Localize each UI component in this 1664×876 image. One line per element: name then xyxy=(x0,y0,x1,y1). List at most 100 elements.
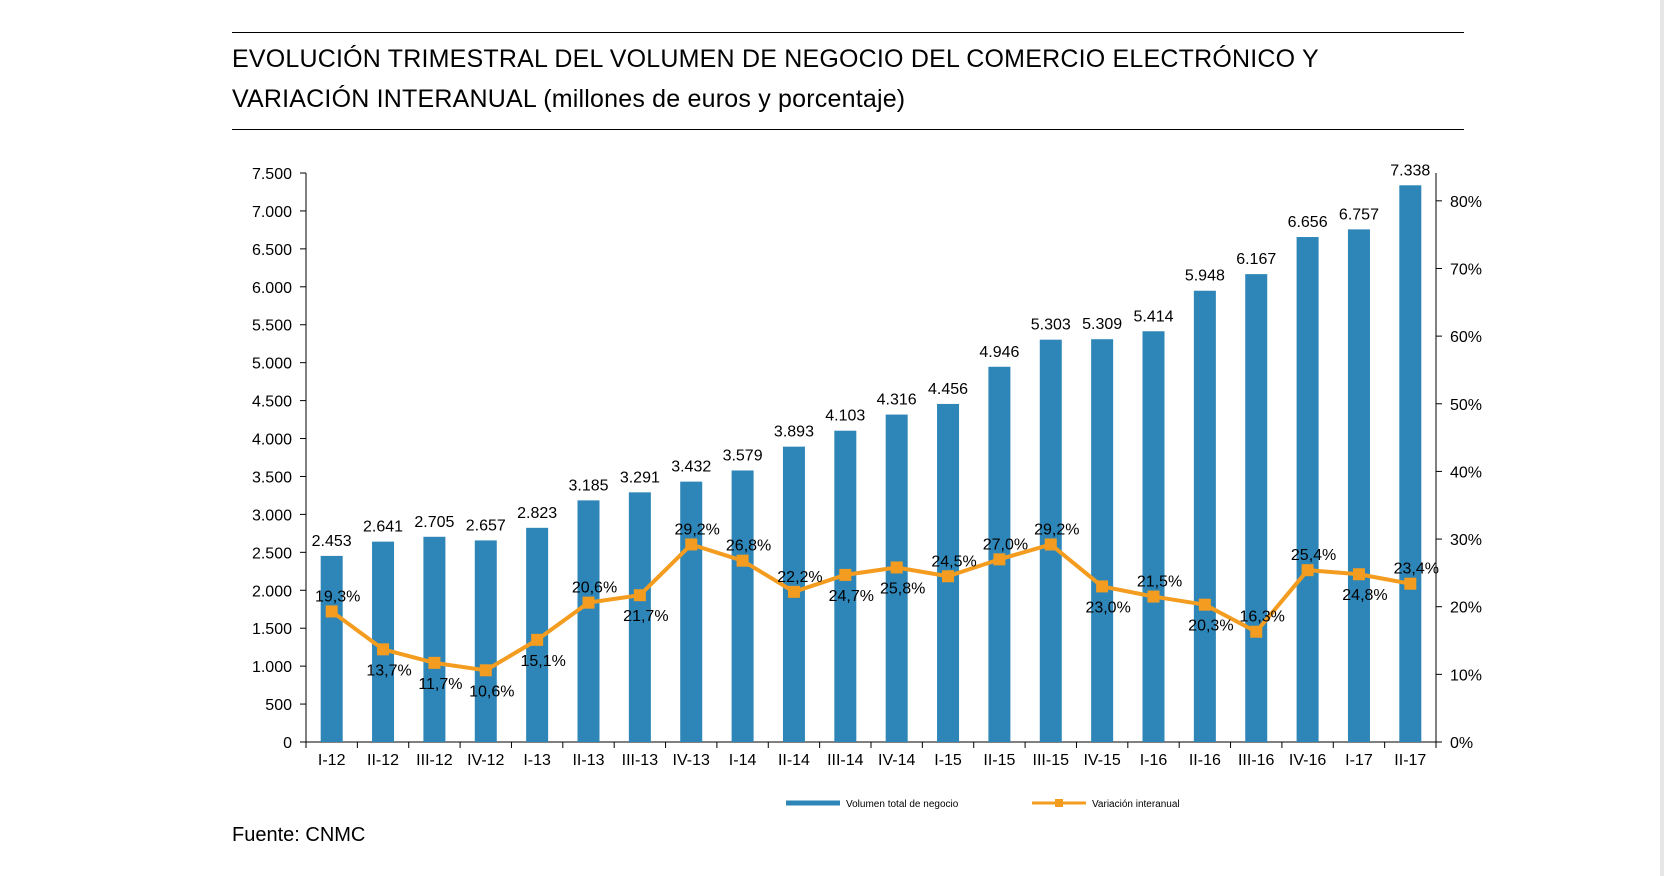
y-left-tick-label: 7.500 xyxy=(252,166,292,183)
bar-value-label: 3.291 xyxy=(620,469,660,486)
bar-value-label: 3.185 xyxy=(568,477,608,494)
y-left-tick-label: 3.500 xyxy=(252,469,292,486)
y-right-tick-label: 60% xyxy=(1450,329,1482,346)
title-main: VARIACIÓN INTERANUAL xyxy=(232,85,537,113)
x-tick-label: III-15 xyxy=(1033,752,1070,769)
line-marker xyxy=(942,570,955,583)
line-value-label: 19,3% xyxy=(315,588,360,605)
y-left-tick-label: 5.500 xyxy=(252,318,292,335)
legend-marker-variacion xyxy=(1055,799,1063,807)
line-series-variation xyxy=(330,542,1411,673)
y-right-tick-label: 0% xyxy=(1450,735,1473,752)
bar-value-label: 6.656 xyxy=(1288,214,1328,231)
y-right-tick-label: 20% xyxy=(1450,600,1482,617)
x-tick-label: I-16 xyxy=(1140,752,1168,769)
line-marker xyxy=(736,554,749,567)
line-marker xyxy=(428,656,441,669)
x-tick-label: IV-13 xyxy=(673,752,710,769)
bar xyxy=(1245,274,1268,742)
x-tick-label: III-13 xyxy=(622,752,659,769)
line-marker xyxy=(325,605,338,618)
x-tick-label: III-14 xyxy=(827,752,864,769)
x-tick-label: II-13 xyxy=(572,752,604,769)
x-tick-label: I-12 xyxy=(318,752,346,769)
line-marker xyxy=(531,633,544,646)
y-left-tick-label: 0 xyxy=(283,735,292,752)
chart-title: EVOLUCIÓN TRIMESTRAL DEL VOLUMEN DE NEGO… xyxy=(232,32,1464,130)
y-left-tick-label: 4.000 xyxy=(252,432,292,449)
window-edge xyxy=(1660,0,1664,876)
x-tick-label: I-15 xyxy=(934,752,962,769)
y-left-tick-label: 4.500 xyxy=(252,394,292,411)
bar xyxy=(628,492,651,742)
bar-value-label: 5.948 xyxy=(1185,268,1225,285)
bar-value-label: 2.705 xyxy=(414,514,454,531)
line-marker xyxy=(1096,580,1109,593)
x-tick-label: I-14 xyxy=(729,752,757,769)
title-subtitle: (millones de euros y porcentaje) xyxy=(536,85,906,113)
line-value-label: 26,8% xyxy=(726,538,771,555)
bar xyxy=(577,500,600,742)
line-marker xyxy=(582,596,595,609)
x-tick-label: II-17 xyxy=(1394,752,1426,769)
y-right-tick-label: 10% xyxy=(1450,667,1482,684)
bar xyxy=(1091,339,1114,742)
line-marker xyxy=(1301,564,1314,577)
bar-value-label: 2.657 xyxy=(466,517,506,534)
line-value-label: 21,7% xyxy=(623,608,668,625)
x-tick-label: II-16 xyxy=(1189,752,1221,769)
legend-label-volumen: Volumen total de negocio xyxy=(846,799,959,810)
x-tick-label: II-12 xyxy=(367,752,399,769)
bar xyxy=(1142,331,1165,742)
line-marker xyxy=(993,553,1006,566)
line-value-label: 23,0% xyxy=(1085,599,1130,616)
bar xyxy=(320,555,343,742)
x-tick-label: I-13 xyxy=(523,752,551,769)
bar-value-label: 6.757 xyxy=(1339,206,1379,223)
y-right-tick-label: 80% xyxy=(1450,194,1482,211)
bar xyxy=(1399,185,1422,742)
bar-value-label: 3.579 xyxy=(723,447,763,464)
y-left-tick-label: 500 xyxy=(265,697,292,714)
line-value-label: 22,2% xyxy=(777,569,822,586)
line-value-label: 27,0% xyxy=(983,536,1028,553)
y-right-tick-label: 30% xyxy=(1450,532,1482,549)
y-left-tick-label: 6.000 xyxy=(252,280,292,297)
line-marker xyxy=(1250,625,1263,638)
x-tick-label: III-16 xyxy=(1238,752,1275,769)
x-tick-label: II-15 xyxy=(983,752,1015,769)
bar-value-label: 3.893 xyxy=(774,424,814,441)
x-tick-label: IV-16 xyxy=(1289,752,1326,769)
line-marker xyxy=(890,561,903,574)
bar-value-label: 7.338 xyxy=(1390,162,1430,179)
line-marker xyxy=(479,664,492,677)
line-value-label: 20,3% xyxy=(1188,618,1233,635)
x-tick-label: IV-14 xyxy=(878,752,915,769)
line-value-label: 13,7% xyxy=(366,662,411,679)
line-value-label: 24,8% xyxy=(1342,587,1387,604)
bar xyxy=(1347,229,1370,743)
y-left-tick-label: 3.000 xyxy=(252,507,292,524)
bar-value-label: 4.103 xyxy=(825,408,865,425)
x-tick-label: IV-15 xyxy=(1083,752,1120,769)
line-marker xyxy=(1044,538,1057,551)
line-value-label: 16,3% xyxy=(1240,609,1285,626)
y-left-tick-label: 2.500 xyxy=(252,545,292,562)
line-value-label: 29,2% xyxy=(1034,521,1079,538)
line-marker xyxy=(839,568,852,581)
legend-label-variacion: Variación interanual xyxy=(1092,799,1180,810)
bar-value-label: 6.167 xyxy=(1236,251,1276,268)
bar xyxy=(834,430,857,742)
line-value-label: 10,6% xyxy=(469,683,514,700)
bar xyxy=(372,541,395,742)
y-left-tick-label: 1.500 xyxy=(252,621,292,638)
y-right-tick-label: 50% xyxy=(1450,397,1482,414)
x-tick-label: I-17 xyxy=(1345,752,1373,769)
line-marker xyxy=(1352,568,1365,581)
bar-value-label: 2.641 xyxy=(363,519,403,536)
bar-value-label: 5.303 xyxy=(1031,317,1071,334)
y-left-tick-label: 5.000 xyxy=(252,356,292,373)
bar-value-label: 3.432 xyxy=(671,459,711,476)
line-value-label: 20,6% xyxy=(572,580,617,597)
y-left-tick-label: 7.000 xyxy=(252,204,292,221)
